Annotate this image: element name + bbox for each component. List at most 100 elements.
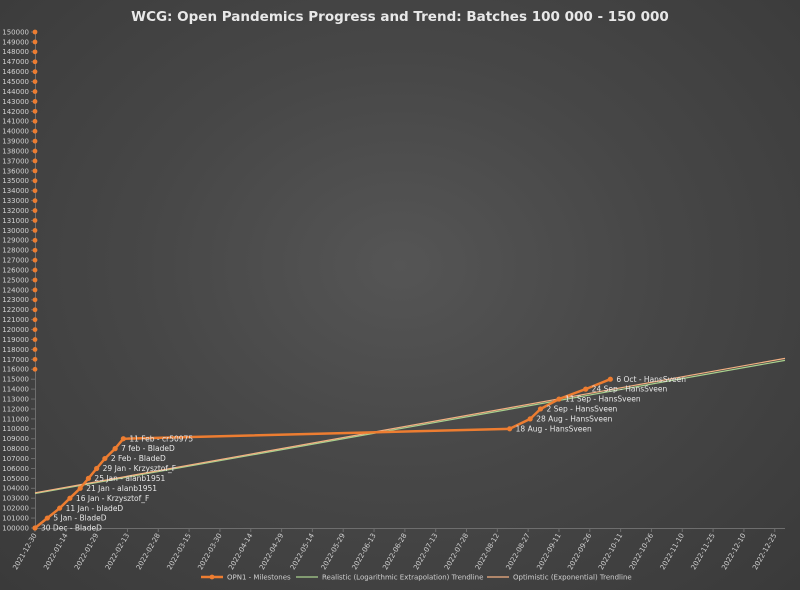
milestone-label: 11 Feb - cr50975 (129, 434, 193, 443)
axis-marker-point (32, 237, 38, 243)
x-tick-label: 2022-04-14 (227, 532, 255, 572)
axis-marker-point (32, 79, 38, 84)
milestone-point (583, 386, 589, 392)
axis-marker-point (32, 198, 38, 204)
y-tick-label: 141000 (2, 118, 29, 126)
milestone-point (94, 465, 100, 472)
y-tick-label: 135000 (2, 177, 29, 185)
y-tick-label: 100000 (2, 524, 29, 532)
y-tick-label: 116000 (2, 366, 29, 374)
y-tick-label: 107000 (2, 455, 29, 463)
optimistic-trendline (34, 357, 786, 494)
y-tick-label: 104000 (2, 485, 29, 493)
legend-label: Optimistic (Exponential) Trendline (513, 574, 632, 582)
y-tick-label: 139000 (2, 138, 29, 146)
milestone-label: 29 Jan - Krzysztof_F (103, 464, 176, 473)
axis-marker-point (32, 366, 38, 372)
milestone-point (507, 426, 513, 432)
axis-marker-point (32, 356, 38, 362)
milestone-label: 25 Jan - alanb1951 (94, 474, 165, 483)
x-tick-label: 2022-06-13 (351, 532, 378, 571)
axis-marker-point (32, 347, 38, 352)
milestone-label: 18 Aug - HansSveen (516, 424, 592, 433)
milestone-label: 7 feb - BladeD (121, 444, 175, 453)
milestone-label: 28 Aug - HansSveen (536, 414, 612, 423)
axis-marker-point (32, 39, 38, 45)
axis-marker-point (32, 168, 38, 174)
x-tick-label: 2022-08-27 (505, 532, 532, 571)
x-tick-label: 2022-11-10 (659, 532, 686, 571)
y-tick-label: 145000 (2, 78, 29, 86)
x-tick-label: 2022-04-29 (258, 532, 285, 571)
y-tick-label: 150000 (2, 28, 29, 36)
x-tick-label: 2022-08-12 (474, 532, 501, 571)
y-tick-label: 128000 (2, 247, 29, 255)
y-tick-label: 130000 (2, 227, 29, 235)
x-tick-label: 2022-09-26 (566, 532, 594, 572)
y-tick-label: 114000 (2, 386, 29, 394)
axis-marker-point (32, 317, 38, 323)
axis-marker-point (32, 29, 38, 35)
y-tick-label: 113000 (2, 395, 29, 403)
y-tick-label: 117000 (2, 356, 29, 364)
milestone-label: 30 Dec - BladeD (41, 524, 102, 533)
axis-marker-point (32, 297, 38, 303)
axis-marker-point (32, 138, 38, 144)
y-tick-label: 132000 (2, 207, 29, 215)
y-tick-label: 134000 (2, 187, 29, 195)
y-tick-label: 143000 (2, 98, 29, 106)
x-tick-label: 2022-01-14 (42, 532, 70, 572)
y-tick-label: 129000 (2, 237, 29, 245)
y-tick-label: 126000 (2, 266, 29, 274)
y-tick-label: 102000 (2, 505, 29, 513)
legend: OPN1 - Milestones Realistic (Logarithmic … (201, 574, 632, 582)
x-tick-label: 2022-09-11 (535, 532, 562, 571)
x-tick-label: 2022-12-25 (751, 532, 778, 571)
y-tick-label: 110000 (2, 425, 29, 433)
y-tick-label: 147000 (2, 58, 29, 66)
axis-marker-point (32, 49, 38, 55)
axis-marker-point (32, 158, 38, 164)
axis-marker-point (32, 247, 38, 253)
x-tick-label: 2022-07-13 (412, 532, 439, 571)
y-tick-label: 137000 (2, 157, 29, 165)
milestone-label: 11 Sep - HansSveen (565, 395, 641, 404)
x-tick-label: 2022-02-13 (104, 532, 131, 571)
y-tick-label: 146000 (2, 68, 29, 76)
milestone-point (57, 505, 63, 511)
y-tick-label: 108000 (2, 445, 29, 453)
legend-label: Realistic (Logarithmic Extrapolation) Tr… (322, 574, 483, 582)
y-tick-label: 120000 (2, 326, 29, 334)
axis-marker-point (32, 89, 38, 94)
axis-marker-point (32, 287, 38, 293)
x-tick-label: 2022-11-25 (690, 532, 717, 571)
milestone-label: 2 Sep - HansSveen (546, 405, 617, 414)
y-tick-label: 112000 (2, 405, 29, 413)
axis-marker-point (32, 108, 38, 114)
y-tick-label: 121000 (2, 316, 29, 324)
chart-title: WCG: Open Pandemics Progress and Trend: … (131, 9, 669, 25)
x-tick-label: 2021-12-30 (11, 532, 38, 571)
y-tick-label: 140000 (2, 128, 29, 136)
axis-marker-point (32, 307, 38, 313)
milestone-point (44, 515, 50, 521)
milestone-label: 2 Feb - BladeD (111, 454, 166, 463)
x-tick-label: 2022-05-29 (320, 532, 347, 571)
milestone-point (607, 376, 613, 382)
x-tick-label: 2022-05-14 (289, 532, 317, 572)
axis-marker-point (32, 59, 38, 65)
y-tick-label: 101000 (2, 514, 29, 522)
y-tick-label: 124000 (2, 286, 29, 294)
x-tick-label: 2022-03-30 (196, 532, 223, 571)
trendlines (34, 357, 786, 495)
axis-marker-point (32, 218, 38, 223)
y-tick-label: 118000 (2, 346, 29, 354)
axis-marker-point (32, 188, 38, 194)
y-tick-label: 123000 (2, 296, 29, 304)
milestone-point (77, 485, 83, 491)
x-tick-label: 2022-10-11 (597, 532, 624, 571)
y-tick-label: 149000 (2, 38, 29, 46)
milestone-label: 11 Jan - bladeD (66, 504, 124, 513)
